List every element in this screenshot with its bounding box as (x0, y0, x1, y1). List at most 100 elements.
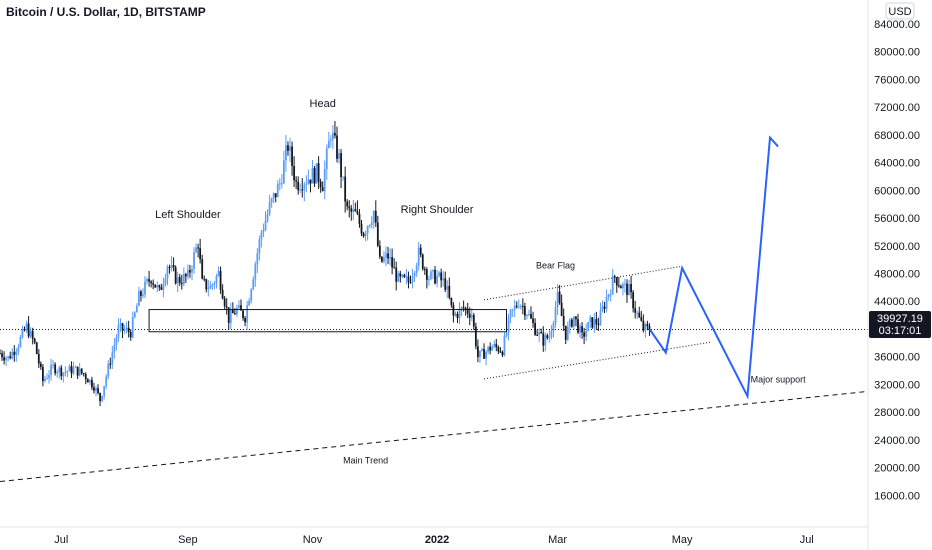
candle-body (407, 276, 410, 283)
candle-7 (13, 345, 16, 362)
candle-152 (309, 179, 312, 193)
candle-8 (15, 348, 18, 362)
candle-body (52, 364, 55, 366)
candle-body (211, 284, 214, 286)
main-trend-line[interactable] (0, 390, 869, 483)
candle-body (287, 145, 289, 151)
candle-226 (460, 306, 463, 316)
bear-flag-upper-line[interactable] (483, 266, 681, 301)
candle-body (256, 253, 259, 265)
candle-233 (474, 322, 477, 350)
candle-body (340, 153, 342, 177)
currency-button[interactable]: USD (885, 2, 915, 20)
candle-body (31, 330, 34, 339)
candle-159 (323, 160, 326, 200)
candle-body (103, 385, 106, 396)
bar-countdown: 03:17:01 (879, 325, 922, 337)
candle-111 (225, 298, 228, 315)
candle-301 (613, 274, 616, 283)
candle-body (276, 183, 279, 198)
candle-body (532, 318, 534, 324)
candle-body (13, 351, 16, 355)
candle-234 (477, 339, 479, 363)
candle-18 (35, 341, 38, 355)
candle-27 (54, 362, 57, 376)
candle-93 (189, 264, 191, 278)
candle-268 (546, 333, 549, 340)
time-tick-label: Jul (54, 534, 68, 546)
currency-button-box[interactable] (885, 2, 915, 20)
candle-body (619, 286, 622, 289)
currency-button-label[interactable]: USD (888, 6, 911, 18)
candle-body (405, 276, 408, 278)
candle-146 (297, 176, 300, 195)
candle-body (29, 330, 32, 337)
candle-57 (115, 334, 118, 351)
candle-187 (381, 256, 383, 263)
candle-body (236, 307, 238, 315)
candle-287 (585, 323, 588, 342)
candle-67 (135, 303, 138, 313)
candle-body (438, 272, 441, 276)
candle-body (88, 379, 91, 383)
candle-178 (362, 231, 365, 238)
candle-body (248, 300, 251, 306)
candle-173 (352, 199, 355, 220)
candle-167 (340, 149, 342, 189)
neckline-zone[interactable] (148, 309, 508, 333)
candle-body (421, 254, 424, 270)
candle-230 (468, 307, 471, 326)
candle-313 (638, 306, 641, 319)
candle-body (493, 343, 496, 347)
price-axis[interactable]: 16000.00 20000.00 24000.00 28000.00 32000.00… (874, 19, 920, 503)
candle-88 (178, 273, 181, 286)
candle-body (640, 317, 643, 321)
candle-68 (137, 286, 140, 307)
candle-body (238, 305, 240, 308)
candle-166 (338, 148, 340, 164)
candle-232 (472, 312, 475, 331)
candle-body (93, 387, 95, 391)
candle-body (634, 308, 637, 313)
candle-104 (211, 283, 214, 291)
candle-40 (80, 368, 83, 375)
candle-body (154, 284, 157, 288)
candle-269 (548, 330, 551, 343)
candle-284 (579, 323, 581, 339)
candle-97 (197, 243, 200, 258)
candle-215 (438, 270, 441, 278)
candle-body (566, 326, 569, 340)
projection-path[interactable] (648, 135, 779, 400)
candle-body (140, 291, 142, 296)
candle-body (244, 318, 246, 323)
candle-179 (364, 230, 367, 242)
price-tick-label: 24000.00 (874, 435, 920, 447)
candle-213 (434, 266, 436, 285)
candle-229 (466, 302, 469, 319)
candle-102 (207, 280, 210, 297)
candle-300 (611, 268, 614, 295)
time-axis[interactable]: Jul Sep Nov 2022 Mar May Jul (54, 534, 814, 546)
chart-title: Bitcoin / U.S. Dollar, 1D, BITSTAMP (6, 5, 206, 19)
candle-216 (440, 268, 443, 288)
candle-169 (344, 166, 347, 213)
candle-37 (74, 365, 77, 368)
candle-250 (509, 308, 512, 324)
candle-277 (564, 325, 567, 345)
candle-body (452, 304, 455, 316)
candle-body (231, 309, 234, 314)
bear-flag-lower-line[interactable] (483, 341, 711, 380)
candle-body (305, 183, 308, 185)
candle-body (48, 375, 50, 379)
candle-body (113, 345, 116, 353)
candle-1 (1, 350, 3, 361)
candle-body (17, 346, 20, 352)
candle-body (109, 363, 112, 365)
candle-body (91, 379, 93, 388)
candle-12 (23, 326, 26, 332)
candle-body (638, 312, 641, 318)
candle-body (41, 366, 44, 382)
candle-body (601, 306, 604, 311)
candle-48 (97, 384, 99, 395)
